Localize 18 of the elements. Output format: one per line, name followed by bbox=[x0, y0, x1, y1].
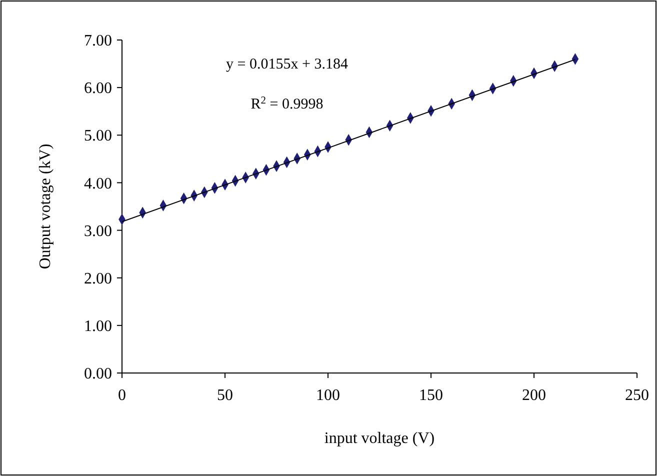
x-tick-label: 100 bbox=[316, 387, 340, 404]
y-tick-label: 6.00 bbox=[84, 80, 112, 98]
y-tick-label: 5.00 bbox=[84, 128, 112, 145]
y-tick-label: 0.00 bbox=[84, 366, 112, 383]
x-tick-label: 250 bbox=[625, 387, 649, 404]
y-axis-title: Output votage (kV) bbox=[37, 144, 54, 270]
y-tick-label: 4.00 bbox=[84, 175, 112, 192]
y-tick-label: 3.00 bbox=[84, 222, 112, 240]
x-tick-label: 50 bbox=[217, 387, 233, 404]
y-tick-label: 2.00 bbox=[84, 270, 112, 288]
x-axis-title: input voltage (V) bbox=[324, 430, 435, 447]
annotation: R$^{2}$ = 0.9998 bbox=[250, 94, 324, 112]
y-tick-label: 7.00 bbox=[84, 32, 112, 50]
x-tick-label: 0 bbox=[118, 387, 126, 404]
annotation: y = 0.0155x + 3.184 bbox=[226, 56, 348, 72]
y-tick-label: 1.00 bbox=[84, 318, 112, 336]
x-tick-label: 150 bbox=[419, 387, 443, 404]
x-tick-label: 200 bbox=[522, 387, 546, 404]
